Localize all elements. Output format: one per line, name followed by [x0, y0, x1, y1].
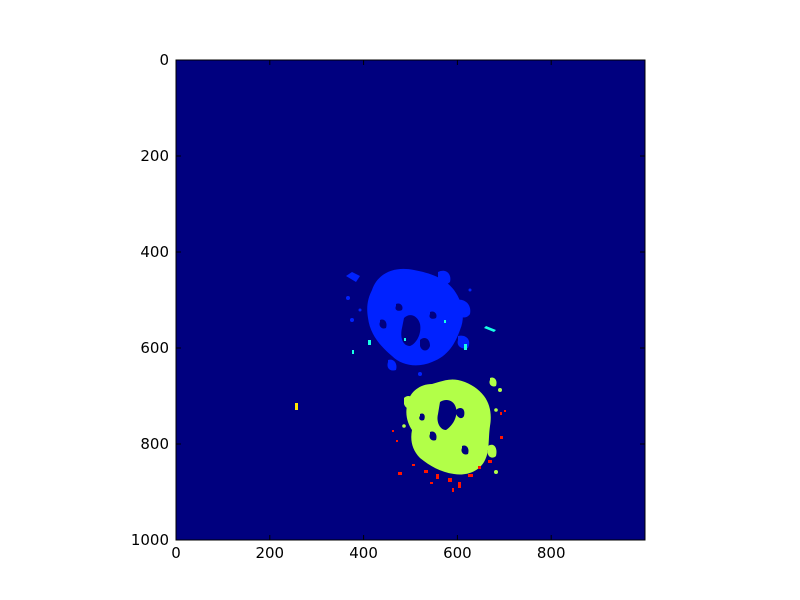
- x-tick-label: 800: [537, 544, 566, 562]
- y-tick-label: 0: [159, 51, 169, 69]
- y-tick-label: 800: [140, 435, 169, 453]
- y-tick-label: 200: [140, 147, 169, 165]
- region-blue-cluster-holes: [379, 303, 437, 351]
- region-isolated-yellow-point: [295, 403, 298, 410]
- y-tick-label: 400: [140, 243, 169, 261]
- region-cyan-speckles: [352, 320, 496, 354]
- x-tick-label: 600: [443, 544, 472, 562]
- y-axis-ticks: 0 200 400 600 800 1000: [131, 51, 645, 549]
- heatmap-data-layer: [295, 268, 506, 492]
- x-tick-label: 200: [255, 544, 284, 562]
- y-tick-label: 600: [140, 339, 169, 357]
- y-tick-label: 1000: [131, 531, 169, 549]
- x-axis-ticks: 0 200 400 600 800: [171, 60, 566, 562]
- x-tick-label: 400: [349, 544, 378, 562]
- plot-frame: [175, 59, 646, 541]
- region-red-speckles: [392, 410, 506, 492]
- x-tick-label: 0: [171, 544, 181, 562]
- region-yellow-green-holes: [419, 400, 469, 455]
